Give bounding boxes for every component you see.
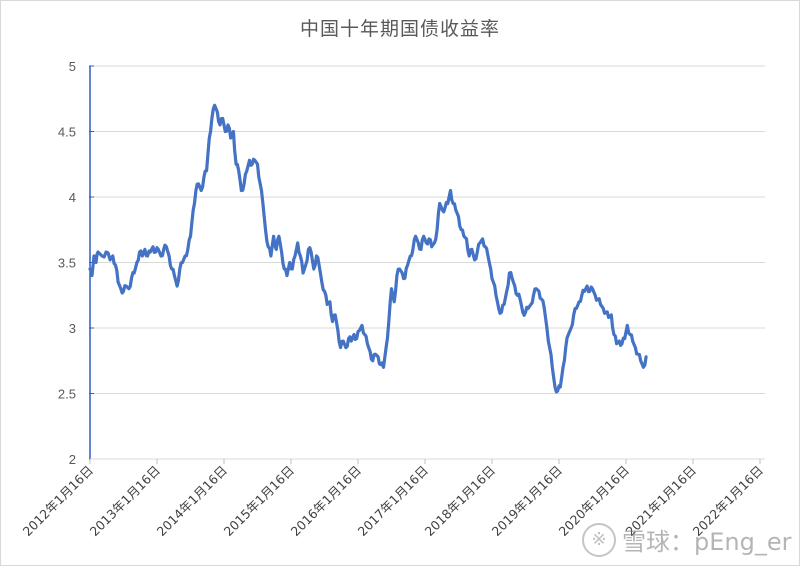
y-tick-label: 4: [69, 190, 76, 205]
y-axis: 2 2.5 3 3.5 4 4.5 5: [58, 59, 94, 467]
y-tick-label: 2.5: [58, 387, 76, 402]
y-tick-label: 2: [69, 452, 76, 467]
y-tick-label: 3: [69, 321, 76, 336]
x-tick-label: 2015年1月16日: [221, 463, 297, 539]
x-tick-label: 2016年1月16日: [288, 463, 364, 539]
x-tick-label: 2017年1月16日: [355, 463, 431, 539]
yield-line: [88, 103, 648, 394]
x-tick-label: 2019年1月16日: [489, 463, 565, 539]
x-tick-label: 2014年1月16日: [154, 463, 230, 539]
x-tick-label: 2012年1月16日: [20, 463, 96, 539]
watermark-text: 雪球：pEng_er: [622, 528, 792, 556]
x-tick-label: 2013年1月16日: [87, 463, 163, 539]
gridlines: [90, 65, 765, 394]
y-tick-label: 4.5: [58, 125, 76, 140]
xueqiu-logo-icon: ※: [582, 522, 616, 557]
watermark: ※ 雪球：pEng_er: [582, 522, 791, 557]
y-tick-label: 3.5: [58, 256, 76, 271]
x-tick-label: 2018年1月16日: [422, 463, 498, 539]
y-tick-label: 5: [69, 59, 76, 74]
chart-title: 中国十年期国债收益率: [299, 18, 500, 40]
